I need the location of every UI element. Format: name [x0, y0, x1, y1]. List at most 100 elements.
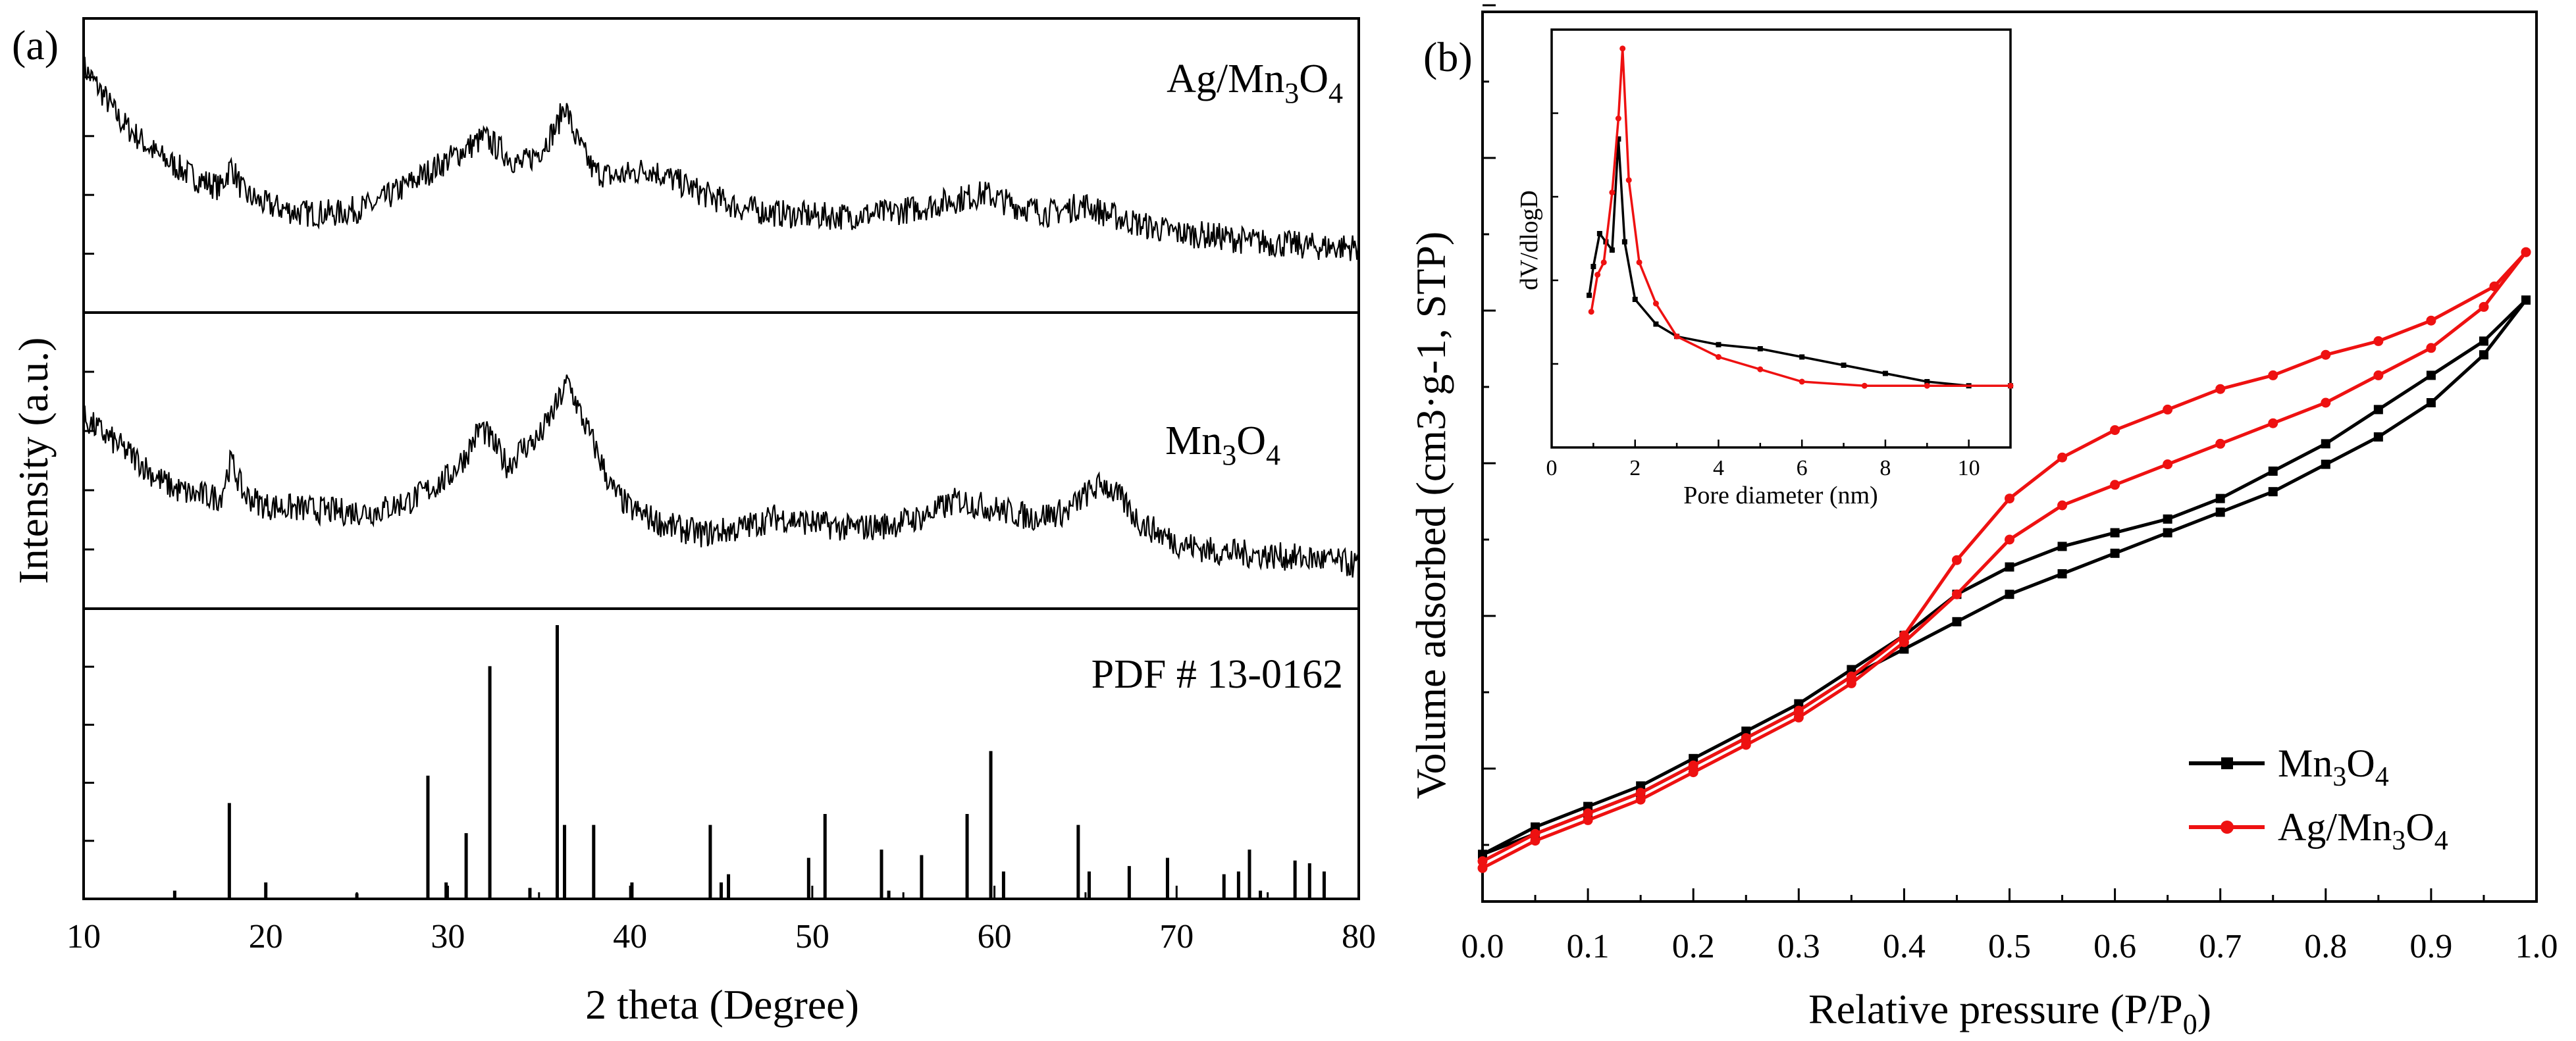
inset-point — [1757, 346, 1763, 351]
isotherm-point — [1583, 801, 1593, 811]
isotherm-point — [2005, 562, 2014, 572]
panel-b-xlabel: Relative pressure (P/P0) — [1808, 986, 2211, 1040]
x-tick-label: 40 — [613, 918, 647, 955]
inset-x-tick-label: 2 — [1629, 456, 1641, 480]
isotherm-point — [2110, 480, 2120, 490]
isotherm-point — [2479, 336, 2488, 346]
x-tick-label: 30 — [431, 918, 465, 955]
isotherm-point — [1793, 705, 1804, 716]
isotherm-point — [1689, 753, 1698, 763]
isotherm-point — [2057, 500, 2068, 511]
isotherm-point — [1899, 637, 1909, 647]
x-tick-label: 0.3 — [1777, 928, 1820, 965]
legend-label-ag-mn3o4: Ag/Mn3O4 — [2278, 805, 2448, 856]
panel-a-label: (a) — [12, 22, 59, 68]
isotherm-point — [2489, 281, 2500, 292]
inset-point — [1594, 272, 1601, 278]
panel-a-ylabel: Intensity (a.u.) — [10, 338, 57, 584]
inset-point — [1615, 115, 1621, 122]
xrd-mn3o4-trace — [82, 374, 1359, 578]
isotherm-point — [2268, 467, 2278, 476]
inset-point — [1636, 259, 1643, 266]
inset-point — [1652, 300, 1659, 307]
inset-point — [1716, 342, 1722, 347]
isotherm-point — [2521, 295, 2531, 305]
isotherm-point — [2426, 343, 2436, 353]
isotherm-point — [1477, 856, 1488, 867]
isotherm-yticks — [1483, 4, 1496, 846]
isotherm-point — [2163, 528, 2172, 538]
isotherm-point — [1846, 671, 1856, 682]
inset-point — [1609, 247, 1615, 253]
inset-yticks — [1552, 112, 1558, 365]
inset-point — [1590, 264, 1596, 269]
panel-a-xlabel: 2 theta (Degree) — [585, 981, 859, 1028]
isotherm-point — [2426, 370, 2436, 380]
isotherm-point — [1847, 665, 1856, 674]
pore-size-inset: 0 2 4 6 8 10 Pore diameter (nm) dV/dlogD — [1515, 28, 2014, 509]
inset-series — [1587, 45, 2014, 389]
inset-x-tick-label: 8 — [1879, 456, 1891, 480]
inset-point — [1673, 333, 1680, 340]
inset-point — [1924, 379, 1930, 384]
isotherm-series — [1477, 247, 2531, 873]
isotherm-point — [2005, 494, 2014, 504]
x-tick-label: 0.6 — [2093, 928, 2136, 965]
isotherm-point — [2215, 494, 2225, 503]
x-tick-label: 0.9 — [2409, 928, 2452, 965]
isotherm-point — [2373, 405, 2383, 415]
isotherm-point — [1636, 781, 1646, 791]
reference-pdf-label: PDF # 13-0162 — [1091, 652, 1343, 697]
xrd-mn3o4-subplot: Mn3O4 — [82, 311, 1360, 610]
xrd-mn3o4-yticks — [84, 370, 94, 551]
inset-point — [1600, 259, 1607, 266]
inset-x-tick-label: 4 — [1713, 456, 1724, 480]
x-tick-label: 60 — [978, 918, 1012, 955]
legend-marker-ag-mn3o4 — [2221, 821, 2234, 834]
inset-frame — [1550, 28, 2012, 449]
xrd-ag-mn3o4-subplot: Ag/Mn3O4 — [82, 17, 1360, 314]
isotherm-point — [1583, 808, 1593, 819]
isotherm-point — [1477, 863, 1488, 873]
isotherm-point — [1952, 617, 1962, 626]
isotherm-point — [1635, 794, 1646, 805]
isotherm-point — [2215, 384, 2226, 394]
xrd-ag-mn3o4-label: Ag/Mn3O4 — [1167, 57, 1343, 109]
isotherm-point — [1530, 836, 1540, 846]
inset-point — [1799, 378, 1805, 385]
isotherm-point — [2426, 315, 2436, 326]
isotherm-point — [2268, 487, 2278, 497]
inset-xlabel: Pore diameter (nm) — [1683, 482, 1878, 509]
isotherm-point — [1741, 740, 1751, 750]
isotherm-point — [1688, 767, 1698, 778]
legend-marker-mn3o4 — [2221, 757, 2233, 769]
isotherm-point — [2268, 370, 2278, 380]
isotherm-point — [1951, 555, 1962, 565]
isotherm-point — [2005, 534, 2014, 545]
inset-point — [1799, 354, 1805, 360]
isotherm-point — [2215, 507, 2225, 517]
xrd-ag-mn3o4-trace — [82, 57, 1359, 261]
isotherm-point — [2479, 301, 2489, 312]
x-tick-label: 0.1 — [1567, 928, 1610, 965]
isotherm-point — [2057, 452, 2068, 463]
inset-point — [2007, 382, 2014, 389]
isotherm-point — [1793, 712, 1804, 723]
x-tick-label: 0.2 — [1672, 928, 1715, 965]
isotherm-point — [2163, 459, 2173, 470]
x-tick-label: 0.8 — [2304, 928, 2347, 965]
inset-point — [1882, 370, 1888, 376]
isotherm-point — [2215, 438, 2226, 449]
inset-point — [1588, 309, 1594, 315]
inset-x-tick-label: 10 — [1958, 456, 1980, 480]
inset-point — [1715, 354, 1722, 360]
isotherm-point — [1688, 760, 1698, 771]
inset-point — [1924, 382, 1930, 389]
x-tick-label: 0.5 — [1988, 928, 2031, 965]
xrd-ag-mn3o4-yticks — [84, 76, 94, 255]
x-tick-label: 80 — [1342, 918, 1376, 955]
isotherm-point — [1741, 733, 1751, 744]
x-tick-label: 20 — [249, 918, 283, 955]
isotherm-point — [2373, 432, 2383, 442]
